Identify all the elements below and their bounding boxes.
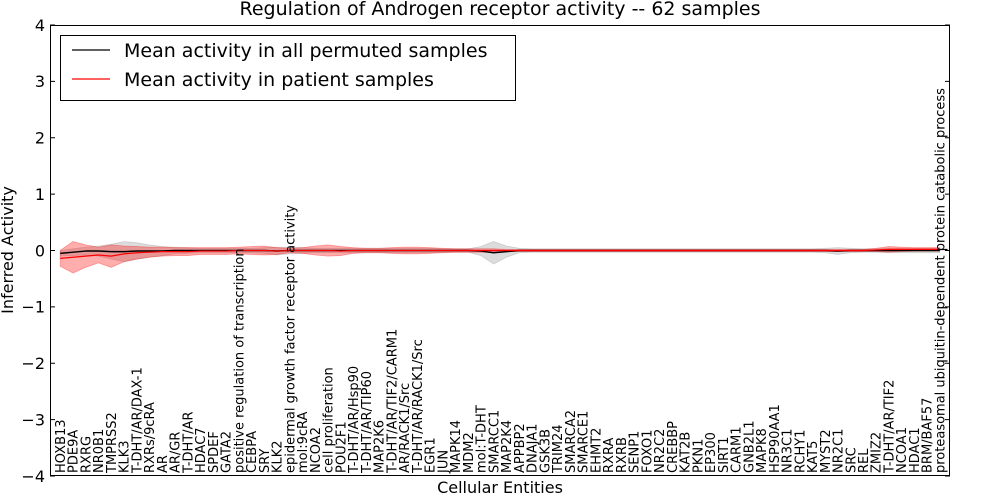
- entity-label: KLK2: [271, 440, 286, 473]
- entity-label: APPBP2: [513, 423, 528, 473]
- entity-label: TRIM24: [551, 424, 566, 474]
- entity-label: AR/RACK1/Src: [398, 383, 413, 473]
- y-axis: 4 3 2 1 0 −1 −2 −3 −4: [21, 16, 950, 486]
- chart-title: Regulation of Androgen receptor activity…: [239, 0, 760, 20]
- entity-label: MDM2: [462, 432, 477, 473]
- entity-label: NR2C2: [653, 429, 668, 473]
- entity-label: HDAC1: [908, 427, 923, 473]
- entity-label: EHMT2: [589, 428, 604, 473]
- legend-label-patient: Mean activity in patient samples: [124, 69, 434, 91]
- entity-label: EP300: [704, 432, 719, 473]
- entity-label: MAPK8: [755, 428, 770, 473]
- entity-label: TMPRSS2: [105, 412, 120, 474]
- x-axis-label: Cellular Entities: [437, 478, 563, 497]
- legend-box: [60, 35, 516, 101]
- y-axis-label: Inferred Activity: [0, 186, 17, 314]
- y-tick-label: −2: [21, 354, 45, 373]
- entity-label: mol:9cRA: [296, 411, 311, 473]
- entity-label: cell proliferation: [322, 367, 337, 473]
- entity-label: JUN: [436, 450, 451, 474]
- entity-label: T-DHT/AR/DAX-1: [130, 367, 145, 474]
- entity-label: SMARCA2: [564, 410, 579, 473]
- entity-label: HDAC7: [194, 427, 209, 473]
- y-tick-label: 2: [35, 129, 45, 148]
- entity-label: T-DHT/AR/RACK1/Src: [411, 339, 426, 474]
- entity-label: SMARCC1: [487, 410, 502, 473]
- entity-label: POU2F1: [334, 421, 349, 473]
- entity-label: SMARCE1: [577, 411, 592, 473]
- entity-label: REL: [857, 448, 872, 473]
- entity-label: DNAJA1: [526, 424, 541, 473]
- entity-label: BRM/BAF57: [921, 398, 936, 473]
- entity-label: SRC: [844, 447, 859, 473]
- entity-label: SIRT1: [717, 437, 732, 473]
- y-tick-label: −1: [21, 298, 45, 317]
- entity-label: SPDEF: [207, 431, 222, 473]
- series-line-patient: [60, 248, 940, 259]
- entity-label: KAT5: [806, 441, 821, 473]
- entity-label: NR3C1: [781, 429, 796, 473]
- entity-label: RXRG: [79, 436, 94, 473]
- entity-label: AR: [156, 455, 171, 473]
- entity-label: NR2C1: [832, 429, 847, 473]
- entity-label: RCHY1: [793, 430, 808, 473]
- entity-label: epidermal growth factor receptor activit…: [283, 205, 298, 473]
- entity-label: RXRs/9cRA: [143, 402, 158, 473]
- entity-label: PDE9A: [67, 430, 82, 473]
- legend: Mean activity in all permuted samples Me…: [60, 35, 516, 101]
- entity-label: GATA2: [220, 431, 235, 473]
- entity-label: NCOA2: [309, 427, 324, 473]
- entity-label: T-DHT/AR/TIF2/CARM1: [385, 329, 400, 474]
- entity-label: T-DHT/AR/Hsp90: [347, 366, 362, 474]
- legend-label-permuted: Mean activity in all permuted samples: [124, 40, 487, 62]
- entity-label: NCOA1: [895, 427, 910, 473]
- entity-label: EGR1: [424, 437, 439, 473]
- entity-label: RXRA: [602, 438, 617, 473]
- entity-label: T-DHT/AR/TIF2: [882, 380, 897, 474]
- entity-label: MAPK14: [449, 420, 464, 473]
- entity-label: mol:T-DHT: [475, 405, 490, 473]
- entity-label: T-DHT/AR/TIP60: [360, 371, 375, 474]
- entity-label: KLK3: [118, 440, 133, 473]
- y-tick-label: −3: [21, 410, 45, 429]
- entity-label: CEBPA: [245, 431, 260, 473]
- entity-label: FOXO1: [640, 430, 655, 473]
- entity-label: positive regulation of transcription: [232, 248, 247, 473]
- entity-label: ZMIZ2: [870, 432, 885, 473]
- entity-label: SRY: [258, 449, 273, 473]
- y-tick-label: 1: [35, 185, 45, 204]
- entity-labels-layer: HOXB13PDE9ARXRGNR0B1TMPRSS2KLK3T-DHT/AR/…: [54, 88, 949, 474]
- entity-label: GNB2L1: [742, 420, 757, 473]
- y-tick-label: 3: [35, 72, 45, 91]
- entity-label: HOXB13: [54, 419, 69, 473]
- entity-label: proteasomal ubiquitin-dependent protein …: [933, 88, 948, 473]
- y-tick-label: 4: [35, 16, 45, 35]
- entity-label: KAT2B: [679, 432, 694, 473]
- entity-label: HSP90AA1: [768, 404, 783, 473]
- lines-layer: [60, 248, 940, 259]
- entity-label: PKN1: [691, 439, 706, 473]
- entity-label: SENP1: [628, 431, 643, 473]
- entity-label: MYST2: [819, 429, 834, 473]
- entity-label: RXRB: [615, 437, 630, 473]
- y-tick-label: −4: [21, 467, 45, 486]
- entity-label: AR/GR: [169, 432, 184, 473]
- entity-label: CARM1: [730, 427, 745, 474]
- entity-label: GSK3B: [538, 429, 553, 473]
- entity-label: MAP2K6: [373, 420, 388, 473]
- entity-label: MAP2K4: [500, 420, 515, 473]
- entity-label: CREBBP: [666, 421, 681, 473]
- entity-label: T-DHT/AR: [181, 412, 196, 474]
- entity-label: NR0B1: [92, 429, 107, 473]
- y-tick-label: 0: [35, 241, 45, 260]
